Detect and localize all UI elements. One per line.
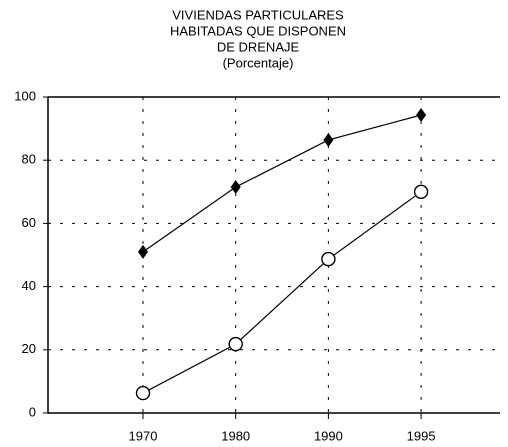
marker (413, 184, 429, 200)
marker (135, 385, 151, 401)
marker (321, 251, 336, 267)
x-tick-label: 1980 (221, 428, 250, 443)
x-tick-label: 1970 (129, 428, 158, 443)
marker (228, 336, 243, 352)
marker (416, 108, 427, 123)
y-tick-label: 40 (22, 278, 36, 293)
y-tick-label: 60 (22, 215, 36, 230)
x-tick-label: 1990 (314, 428, 343, 443)
y-tick-label: 80 (22, 152, 36, 167)
marker (230, 180, 241, 195)
chart-subtitle: (Porcentaje) (223, 55, 294, 70)
series-line (142, 191, 422, 394)
series-line (142, 114, 422, 253)
chart-title: DE DRENAJE (217, 39, 300, 54)
marker (323, 132, 334, 147)
y-tick-label: 20 (22, 341, 36, 356)
y-tick-label: 0 (29, 404, 36, 419)
y-tick-label: 100 (14, 88, 36, 103)
chart-title: HABITADAS QUE DISPONEN (170, 23, 346, 38)
marker (138, 244, 148, 259)
x-tick-label: 1995 (407, 428, 436, 443)
chart-title: VIVIENDAS PARTICULARES (172, 7, 344, 22)
